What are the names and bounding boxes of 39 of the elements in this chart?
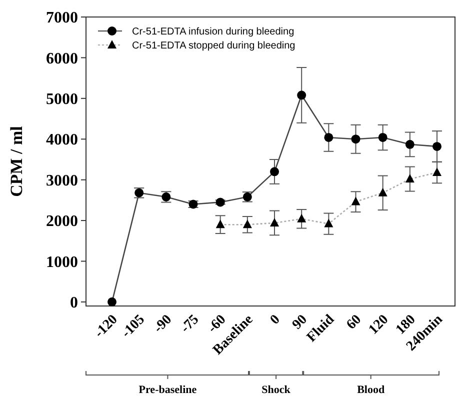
y-tick-label: 6000: [46, 50, 78, 68]
x-tick-label: 120: [366, 312, 392, 338]
point: [432, 167, 442, 176]
point: [270, 218, 279, 226]
y-tick-label: 3000: [46, 172, 78, 190]
point: [324, 132, 334, 142]
y-axis-title: CPM / ml: [7, 126, 26, 197]
point: [108, 297, 116, 306]
point: [378, 132, 388, 142]
x-tick-label: 60: [344, 312, 365, 333]
y-tick-label: 2000: [46, 213, 78, 230]
point: [405, 174, 414, 183]
x-tick-label: 90: [290, 312, 310, 333]
point: [297, 214, 306, 222]
text: Pre-baseline: [138, 384, 197, 396]
point: [405, 140, 414, 149]
x-tick-label: -90: [151, 312, 175, 336]
point: [378, 188, 388, 196]
point: [242, 220, 252, 228]
y-tick-label: 1000: [46, 254, 78, 271]
point: [216, 220, 225, 228]
point: [351, 196, 360, 206]
legend-label: Cr-51-EDTA infusion during bleeding: [132, 26, 294, 38]
legend-label: Cr-51-EDTA stopped during bleeding: [132, 40, 296, 52]
point: [270, 167, 279, 176]
point: [324, 218, 334, 228]
text: Blood: [357, 384, 385, 396]
x-tick-label: -105: [119, 312, 148, 341]
y-tick-label: 4000: [46, 132, 78, 149]
y-tick-label: 7000: [46, 10, 78, 27]
x-tick-label: -120: [92, 312, 121, 341]
x-tick-label: 0: [268, 312, 284, 328]
text: Shock: [262, 384, 292, 396]
x-tick-label: -75: [178, 312, 202, 336]
point: [432, 142, 442, 151]
y-tick-label: 0: [70, 294, 78, 312]
point: [351, 134, 360, 144]
point: [297, 90, 306, 100]
y-tick-label: 5000: [46, 91, 78, 108]
